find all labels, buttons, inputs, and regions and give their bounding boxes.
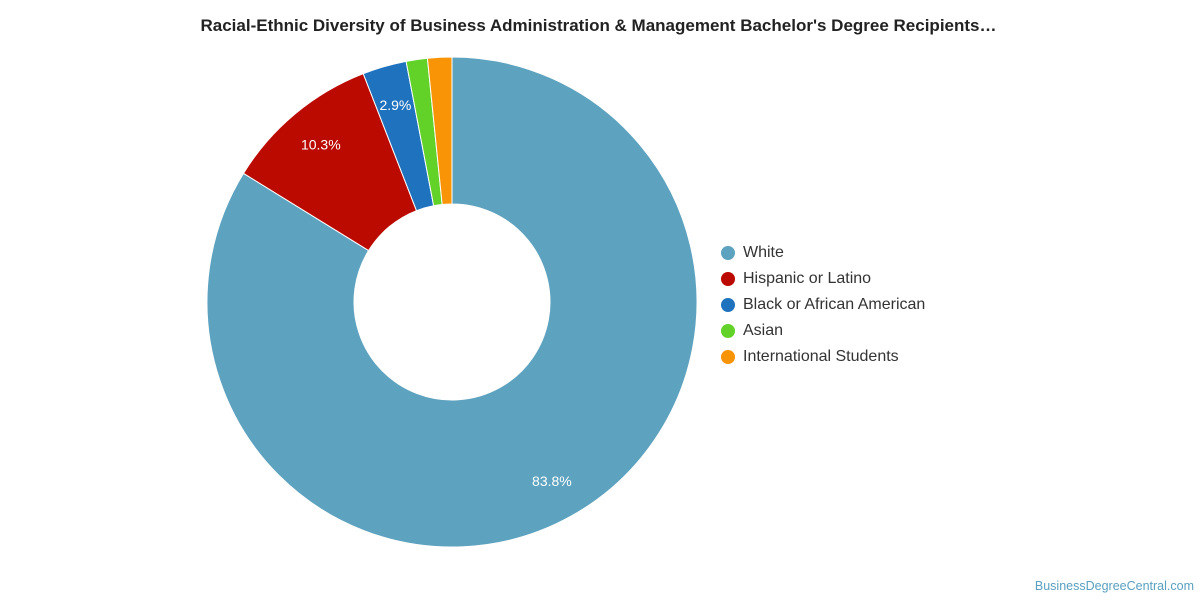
legend-item-asian[interactable]: Asian [721, 318, 925, 344]
legend-item-international-students[interactable]: International Students [721, 344, 925, 370]
slice-white[interactable] [206, 56, 698, 548]
legend-label: Hispanic or Latino [743, 270, 872, 287]
legend-label: Asian [743, 322, 784, 339]
source-credit[interactable]: BusinessDegreeCentral.com [1034, 579, 1194, 593]
legend-label: White [743, 244, 784, 261]
data-label-black-or-african-american: 2.9% [379, 97, 411, 113]
legend-swatch [721, 246, 735, 260]
donut-slices [206, 56, 698, 548]
data-label-white: 83.8% [532, 473, 572, 489]
legend-swatch [721, 324, 735, 338]
legend-swatch [721, 272, 735, 286]
chart-title: Racial-Ethnic Diversity of Business Admi… [200, 16, 997, 35]
slice-labels: 83.8% 10.3% 2.9% [301, 97, 572, 489]
legend: White Hispanic or Latino Black or African … [721, 240, 925, 370]
slice-international-students[interactable] [426, 56, 453, 206]
legend-label: International Students [743, 348, 899, 365]
data-label-hispanic-or-latino: 10.3% [301, 136, 341, 152]
slice-hispanic-or-latino[interactable] [242, 72, 418, 252]
legend-swatch [721, 298, 735, 312]
legend-swatch [721, 350, 735, 364]
legend-label: Black or African American [743, 296, 926, 313]
legend-item-white[interactable]: White [721, 240, 925, 266]
legend-item-hispanic-or-latino[interactable]: Hispanic or Latino [721, 266, 925, 292]
legend-item-black-or-african-american[interactable]: Black or African American [721, 292, 925, 318]
